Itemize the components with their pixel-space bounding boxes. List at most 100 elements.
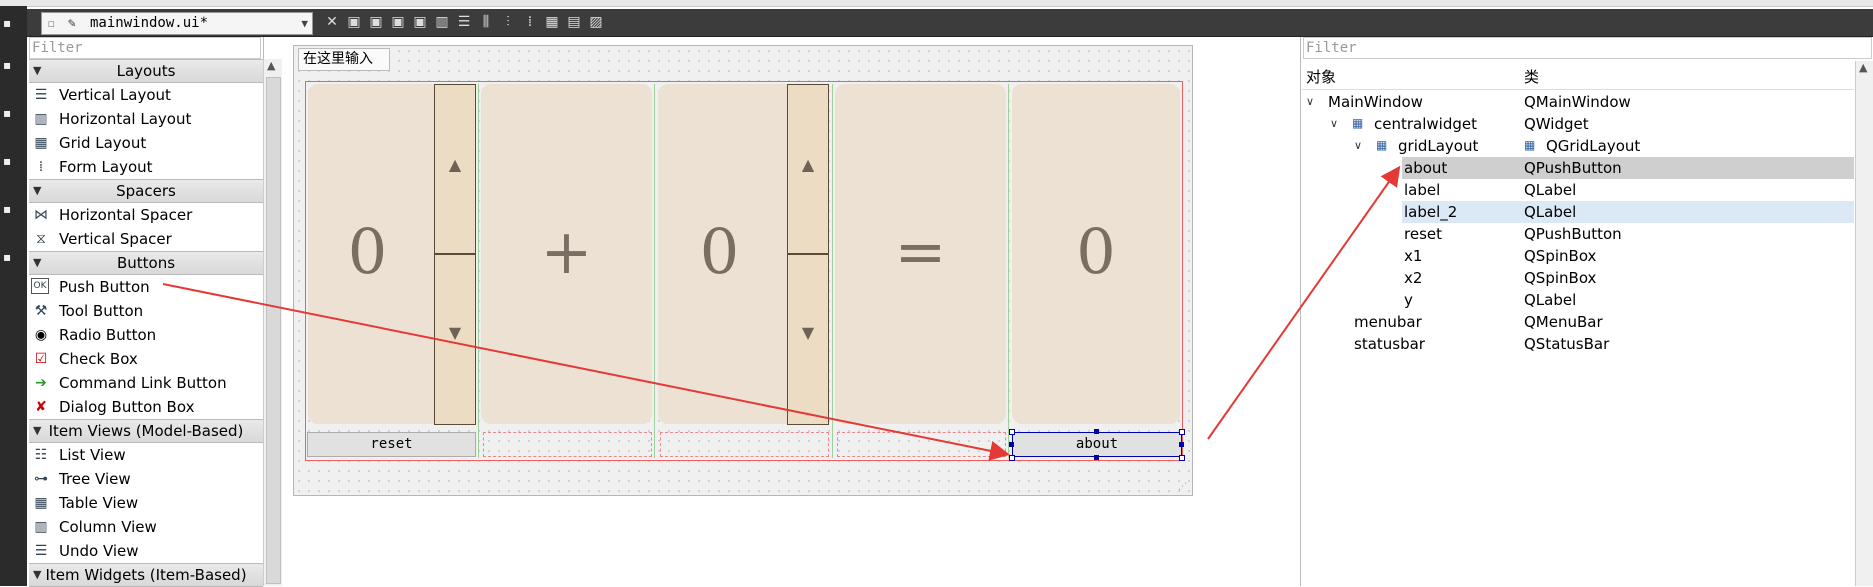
mode-help-icon[interactable]: ▪ — [3, 250, 12, 264]
tree-row-centralwidget[interactable]: ∨ ▦ centralwidget QWidget — [1302, 113, 1854, 135]
column-view-icon: ▥ — [34, 519, 48, 535]
scrollbar-thumb[interactable] — [266, 77, 281, 584]
spin-up-icon[interactable]: ▲ — [448, 155, 462, 174]
selection-handle[interactable] — [1094, 429, 1099, 434]
column-header-object[interactable]: 对象 — [1306, 68, 1337, 86]
category-buttons[interactable]: ▼ Buttons — [29, 251, 263, 275]
widget-item-vertical-layout[interactable]: ☰ Vertical Layout — [29, 83, 263, 107]
widget-item-horizontal-layout[interactable]: ▥ Horizontal Layout — [29, 107, 263, 131]
break-layout-icon[interactable]: ▤ — [567, 14, 581, 30]
resize-grip-icon[interactable]: ⋰ — [1178, 482, 1187, 492]
selection-handle[interactable] — [1179, 429, 1185, 435]
layout-horizontal-icon[interactable]: ▥ — [435, 14, 449, 30]
layout-h-splitter-icon[interactable]: ⫼ — [482, 14, 490, 30]
tree-row-x1[interactable]: x1 QSpinBox — [1302, 245, 1854, 267]
adjust-size-icon[interactable]: ▨ — [589, 14, 603, 30]
object-name: x1 — [1404, 247, 1423, 265]
category-layouts[interactable]: ▼ Layouts — [29, 59, 263, 83]
chevron-down-icon[interactable]: ∨ — [1330, 117, 1339, 130]
object-filter-input[interactable]: Filter — [1303, 37, 1872, 59]
layout-vertical-icon[interactable]: ☰ — [457, 14, 471, 30]
chevron-up-icon[interactable]: ▲ — [1859, 61, 1868, 74]
about-button[interactable]: about — [1012, 432, 1182, 457]
edit-widgets-icon[interactable]: ▣ — [347, 14, 361, 30]
tree-row-label-2-hover[interactable]: label_2 QLabel — [1402, 201, 1854, 223]
widget-item-label: Vertical Layout — [59, 86, 171, 104]
tree-row-gridlayout[interactable]: ∨ ▦ gridLayout ▦ QGridLayout — [1302, 135, 1854, 157]
selection-handle[interactable] — [1009, 429, 1015, 435]
widget-item-table-view[interactable]: ▦ Table View — [29, 491, 263, 515]
widget-box-scrollbar[interactable]: ▲ — [263, 59, 282, 586]
mode-debug-icon[interactable]: ▪ — [3, 154, 12, 168]
tree-row-label[interactable]: label QLabel — [1302, 179, 1854, 201]
selection-handle[interactable] — [1009, 442, 1014, 447]
selection-handle[interactable] — [1179, 455, 1185, 461]
chevron-down-icon[interactable]: ∨ — [1306, 95, 1315, 108]
tree-row-reset[interactable]: reset QPushButton — [1302, 223, 1854, 245]
spin-down-icon[interactable]: ▼ — [448, 323, 462, 342]
x2-spin-buttons[interactable]: ▲ ▼ — [787, 84, 829, 425]
layout-form-icon[interactable]: ⁞ — [527, 14, 533, 30]
mode-edit-icon[interactable]: ▪ — [3, 58, 12, 72]
edit-buddies-icon[interactable]: ▣ — [391, 14, 405, 30]
category-item-widgets[interactable]: ▼ Item Widgets (Item-Based) — [29, 563, 263, 587]
tree-row-about-selected[interactable]: about QPushButton — [1402, 157, 1854, 179]
object-inspector-scrollbar[interactable]: ▲ — [1855, 61, 1873, 586]
widget-item-label: Vertical Spacer — [59, 230, 172, 248]
line-edit-input[interactable]: 在这里输入 — [298, 48, 390, 71]
spin-up-icon[interactable]: ▲ — [801, 155, 815, 174]
widget-item-undo-view[interactable]: ☰ Undo View — [29, 539, 263, 563]
edit-tab-order-icon[interactable]: ▣ — [413, 14, 427, 30]
spin-down-icon[interactable]: ▼ — [801, 323, 815, 342]
category-item-views[interactable]: ▼ Item Views (Model-Based) — [29, 419, 263, 443]
category-spacers[interactable]: ▼ Spacers — [29, 179, 263, 203]
selection-handle[interactable] — [1094, 455, 1099, 460]
widget-item-tool-button[interactable]: ⚒ Tool Button — [29, 299, 263, 323]
category-label: Item Widgets (Item-Based) — [45, 566, 247, 584]
widget-item-column-view[interactable]: ▥ Column View — [29, 515, 263, 539]
tool-button-icon: ⚒ — [34, 303, 48, 319]
object-name: label — [1404, 181, 1441, 199]
widget-item-radio-button[interactable]: ◉ Radio Button — [29, 323, 263, 347]
dialog-button-box-icon: ✘ — [35, 399, 47, 415]
tree-row-mainwindow[interactable]: ∨ MainWindow QMainWindow — [1302, 91, 1854, 113]
empty-grid-slot — [483, 432, 652, 457]
edit-signals-icon[interactable]: ▣ — [369, 14, 383, 30]
widget-item-tree-view[interactable]: ⊶ Tree View — [29, 467, 263, 491]
close-document-icon[interactable]: ✕ — [326, 14, 338, 30]
mode-projects-icon[interactable]: ▪ — [3, 202, 12, 216]
widget-item-check-box[interactable]: ☑ Check Box — [29, 347, 263, 371]
mode-design-icon[interactable]: ▪ — [3, 106, 12, 120]
widget-item-push-button[interactable]: OK Push Button — [29, 275, 263, 299]
tree-row-x2[interactable]: x2 QSpinBox — [1302, 267, 1854, 289]
layout-grid-icon[interactable]: ▦ — [545, 14, 559, 30]
editor-tab[interactable]: ◻ ✎ mainwindow.ui* ▼ — [41, 12, 313, 35]
chevron-up-icon[interactable]: ▲ — [267, 59, 276, 72]
column-header-class[interactable]: 类 — [1524, 68, 1540, 86]
chevron-down-icon[interactable]: ∨ — [1354, 139, 1363, 152]
widget-item-grid-layout[interactable]: ▦ Grid Layout — [29, 131, 263, 155]
widget-item-horizontal-spacer[interactable]: ⋈ Horizontal Spacer — [29, 203, 263, 227]
widget-item-command-link-button[interactable]: ➔ Command Link Button — [29, 371, 263, 395]
grid-layout-icon: ▦ — [1524, 138, 1536, 152]
widget-filter-input[interactable]: Filter — [29, 37, 261, 59]
tree-row-y[interactable]: y QLabel — [1302, 289, 1854, 311]
chevron-down-icon: ▼ — [33, 64, 42, 77]
x1-spin-buttons[interactable]: ▲ ▼ — [434, 84, 476, 425]
layout-v-splitter-icon[interactable]: ⫶ — [506, 14, 510, 30]
widget-item-list-view[interactable]: ☷ List View — [29, 443, 263, 467]
widget-item-form-layout[interactable]: ⁞ Form Layout — [29, 155, 263, 179]
reset-button[interactable]: reset — [307, 432, 476, 457]
widget-item-dialog-button-box[interactable]: ✘ Dialog Button Box — [29, 395, 263, 419]
tree-row-statusbar[interactable]: statusbar QStatusBar — [1302, 333, 1854, 355]
grid-layout-icon: ▦ — [34, 135, 48, 151]
selection-handle[interactable] — [1179, 442, 1184, 447]
designer-toolbar: ◻ ✎ mainwindow.ui* ▼ ✕ ▣ ▣ ▣ ▣ ▥ ☰ ⫼ ⫶ ⁞… — [27, 9, 1873, 37]
class-name: QStatusBar — [1524, 335, 1610, 353]
widget-item-vertical-spacer[interactable]: ⧖ Vertical Spacer — [29, 227, 263, 251]
tree-row-menubar[interactable]: menubar QMenuBar — [1302, 311, 1854, 333]
mode-welcome-icon[interactable]: ▪ — [3, 16, 12, 30]
equals-sign: = — [894, 215, 947, 288]
chevron-down-icon[interactable]: ▼ — [301, 17, 308, 30]
grid-layout-icon: ▦ — [1352, 116, 1364, 130]
